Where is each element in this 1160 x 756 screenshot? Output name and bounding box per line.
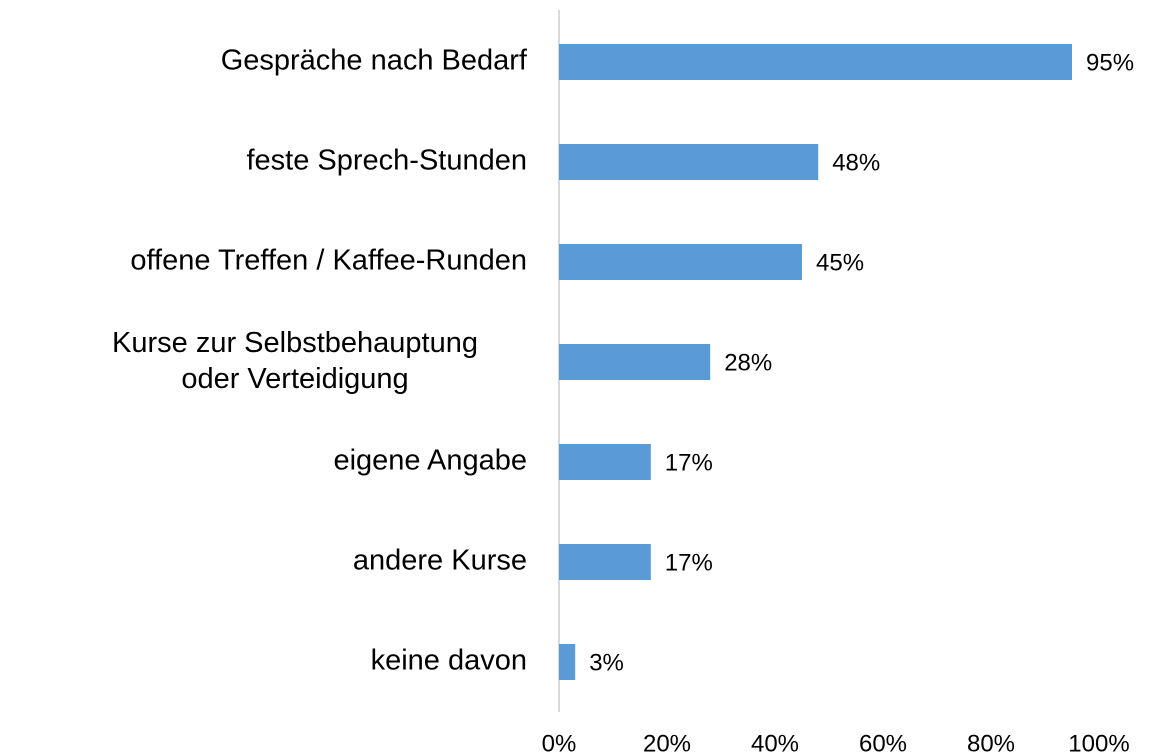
value-label: 17%	[665, 449, 713, 476]
x-tick-label: 80%	[967, 730, 1015, 756]
bar	[559, 444, 651, 480]
category-label: keine davon	[371, 645, 527, 677]
category-label: eigene Angabe	[333, 445, 527, 477]
bar	[559, 544, 651, 580]
bar	[559, 644, 576, 680]
bar	[559, 44, 1072, 80]
value-label: 48%	[832, 149, 880, 176]
value-label: 17%	[665, 549, 713, 576]
x-tick-label: 60%	[859, 730, 907, 756]
category-label: Kurse zur Selbstbehauptung oder Verteidig…	[112, 327, 478, 395]
x-tick-label: 100%	[1068, 730, 1129, 756]
x-tick-label: 0%	[542, 730, 577, 756]
category-label: offene Treffen / Kaffee-Runden	[130, 245, 527, 277]
value-label: 95%	[1086, 49, 1134, 76]
category-label: Gespräche nach Bedarf	[221, 45, 528, 77]
x-tick-label: 20%	[643, 730, 691, 756]
category-label: feste Sprech-Stunden	[246, 145, 527, 177]
bar	[559, 144, 819, 180]
value-label: 28%	[724, 349, 772, 376]
value-label: 3%	[589, 649, 624, 676]
x-tick-label: 40%	[751, 730, 799, 756]
category-label: andere Kurse	[353, 545, 527, 577]
value-label: 45%	[816, 249, 864, 276]
bar	[559, 344, 711, 380]
bar	[559, 244, 802, 280]
